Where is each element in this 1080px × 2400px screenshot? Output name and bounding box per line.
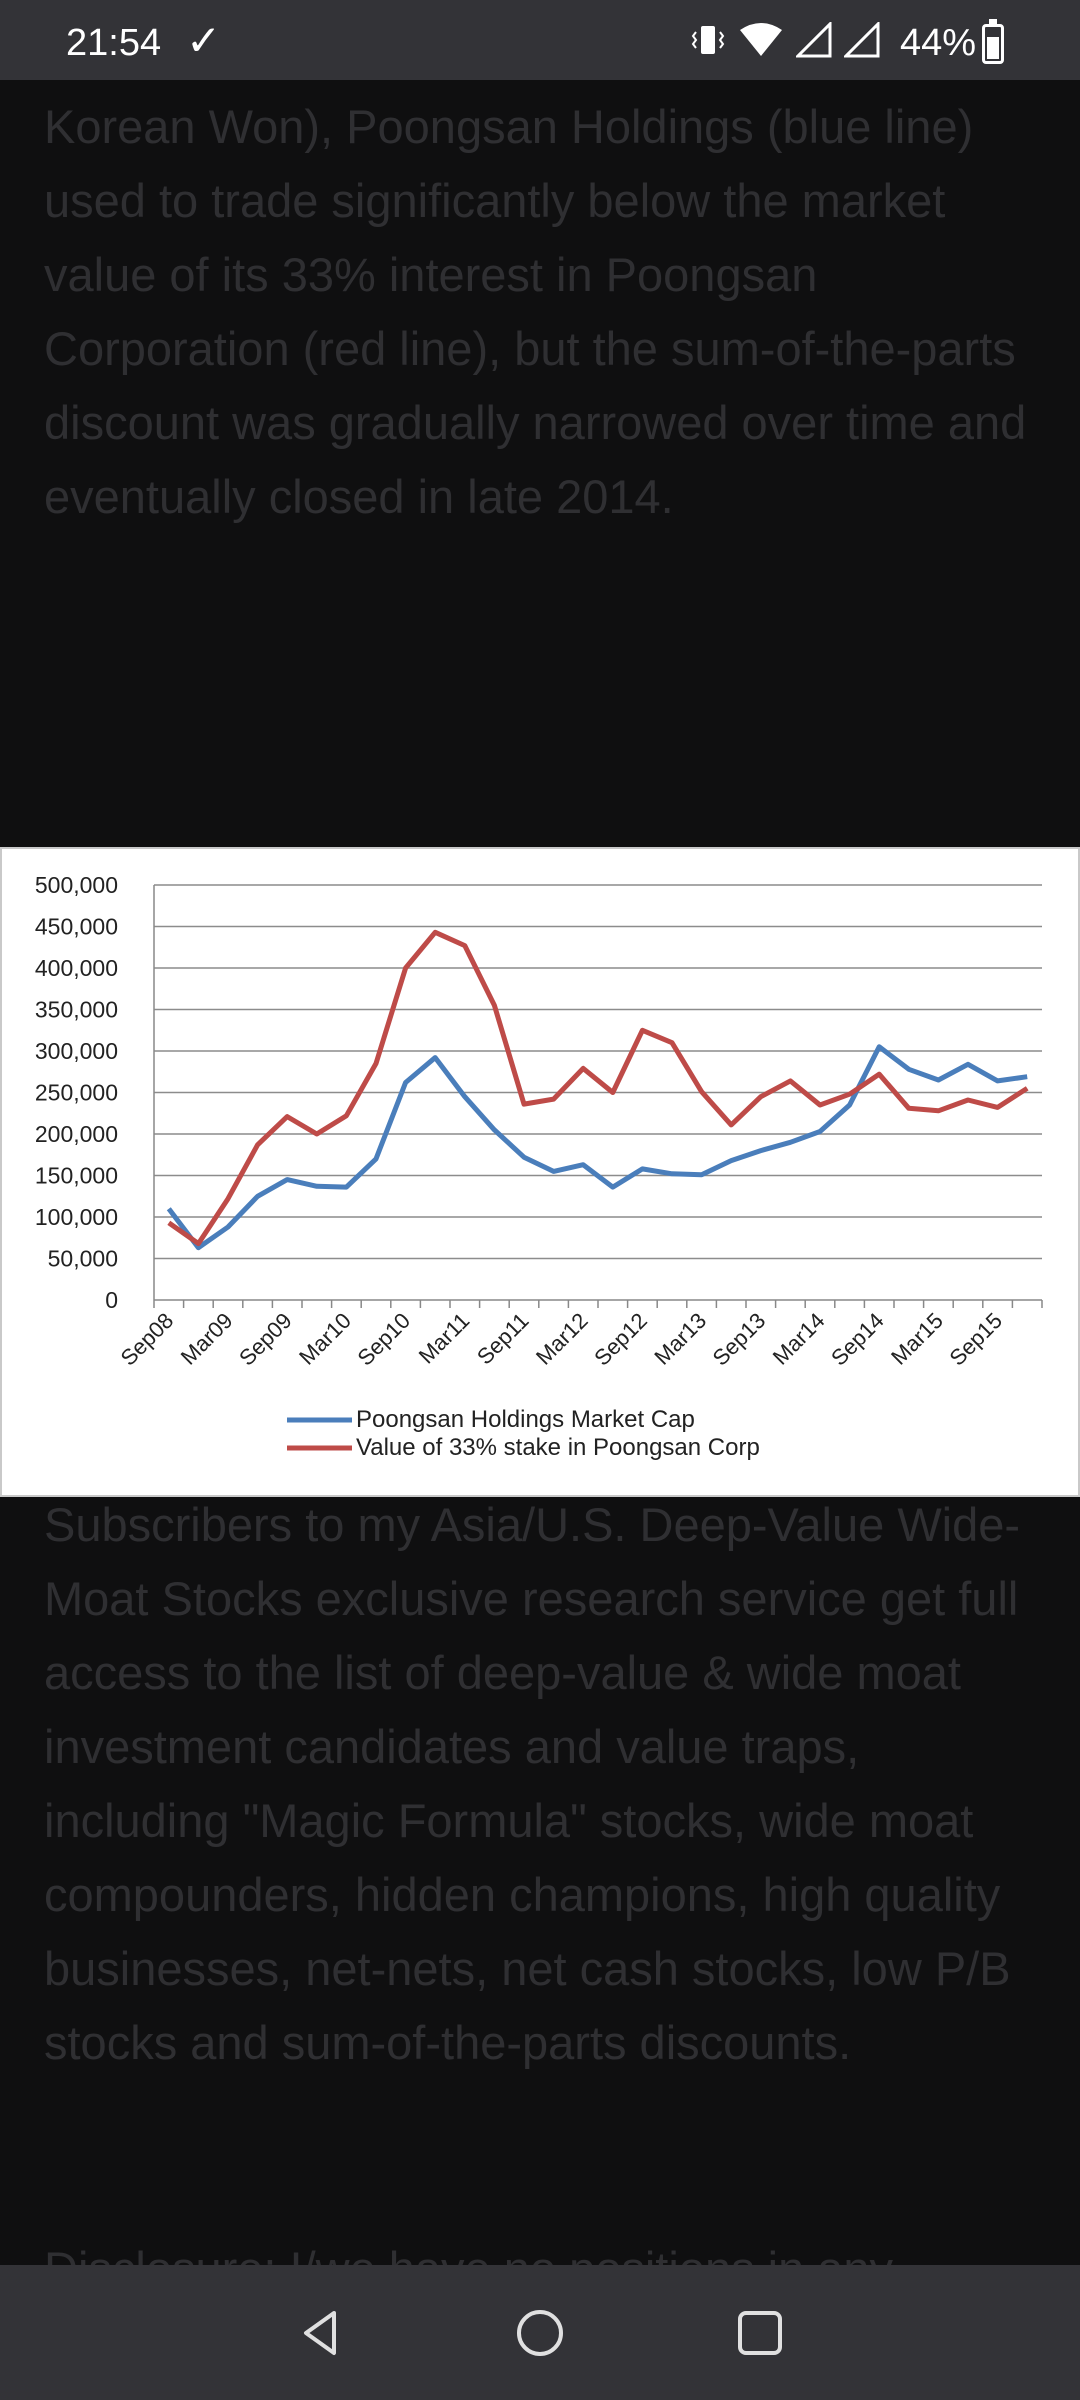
x-tick-label: Sep11	[472, 1308, 534, 1370]
back-button[interactable]	[290, 2303, 350, 2363]
legend-label: Poongsan Holdings Market Cap	[356, 1406, 695, 1433]
x-tick-label: Mar14	[768, 1308, 830, 1370]
y-tick-label: 100,000	[35, 1204, 118, 1230]
article-paragraph: Korean Won), Poongsan Holdings (blue lin…	[44, 100, 1027, 523]
x-tick-label: Mar15	[886, 1308, 948, 1370]
home-button[interactable]	[510, 2303, 570, 2363]
legend-label: Value of 33% stake in Poongsan Corp	[356, 1434, 760, 1461]
article-paragraph: Subscribers to my Asia/U.S. Deep-Value W…	[44, 1498, 1021, 2069]
chart-image: 0 50,000 100,000 150,000 200,000 250,000 300,0…	[0, 847, 1080, 1497]
status-time: 21:54	[66, 22, 162, 64]
battery-percent: 44%	[900, 22, 977, 64]
navigation-bar	[0, 2265, 1080, 2400]
line-chart: 0 50,000 100,000 150,000 200,000 250,000 300,0…	[35, 872, 1043, 1461]
series-line-stake-value	[167, 929, 1029, 1247]
y-tick-label: 450,000	[35, 914, 118, 940]
y-tick-label: 0	[105, 1287, 118, 1313]
y-tick-label: 400,000	[35, 955, 118, 981]
signal-icon	[796, 22, 832, 58]
status-bar: 21:54 ✓ 44%	[0, 0, 1080, 80]
y-tick-label: 350,000	[35, 997, 118, 1023]
x-tick-label: Sep10	[352, 1308, 415, 1371]
article-paragraph-cut: Disclosure: I/we have no positions in an…	[44, 2232, 1044, 2266]
status-icons	[690, 20, 880, 60]
vibrate-icon	[691, 26, 725, 54]
x-tick-label: Mar13	[649, 1308, 711, 1370]
y-tick-label: 300,000	[35, 1038, 118, 1064]
signal-icon	[844, 22, 880, 58]
recents-button[interactable]	[730, 2303, 790, 2363]
x-tick-label: Mar10	[294, 1308, 356, 1370]
x-tick-label: Sep12	[589, 1308, 652, 1371]
x-tick-label: Sep08	[116, 1308, 179, 1371]
wifi-icon	[740, 23, 782, 56]
y-tick-label: 150,000	[35, 1163, 118, 1189]
series-line-market-cap	[166, 1044, 1028, 1251]
download-done-icon: ✓	[186, 17, 222, 64]
x-tick-label: Mar09	[176, 1308, 238, 1370]
y-tick-label: 250,000	[35, 1080, 118, 1106]
x-tick-label: Sep09	[234, 1308, 297, 1371]
y-tick-label: 500,000	[35, 872, 118, 898]
y-tick-label: 50,000	[48, 1246, 118, 1272]
x-tick-label: Sep15	[944, 1308, 1007, 1371]
battery-icon	[982, 19, 1004, 64]
x-tick-label: Sep14	[826, 1308, 889, 1371]
x-tick-label: Mar12	[531, 1308, 593, 1370]
x-tick-label: Mar11	[414, 1308, 475, 1369]
x-tick-label: Sep13	[708, 1308, 771, 1371]
y-tick-label: 200,000	[35, 1121, 118, 1147]
